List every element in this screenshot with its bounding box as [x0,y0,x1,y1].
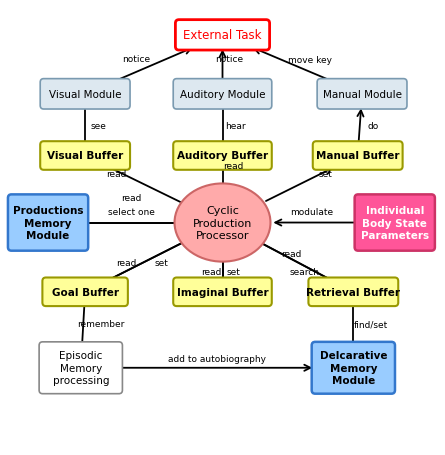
Text: notice: notice [122,56,150,64]
Text: Auditory Module: Auditory Module [180,90,265,100]
FancyBboxPatch shape [355,195,435,251]
FancyBboxPatch shape [39,342,122,394]
FancyBboxPatch shape [312,342,395,394]
Text: read: read [202,267,222,276]
Text: Visual Buffer: Visual Buffer [47,151,123,161]
Text: read: read [117,258,137,267]
Text: select one: select one [108,207,155,217]
Text: remember: remember [77,320,125,329]
Text: see: see [90,121,106,130]
FancyBboxPatch shape [173,80,272,110]
Text: External Task: External Task [183,29,262,42]
Text: Retrieval Buffer: Retrieval Buffer [306,287,400,297]
FancyBboxPatch shape [308,278,398,306]
FancyBboxPatch shape [317,80,407,110]
Text: set: set [227,267,240,276]
FancyBboxPatch shape [313,142,403,171]
Text: Goal Buffer: Goal Buffer [52,287,119,297]
Text: Individual
Body State
Parameters: Individual Body State Parameters [361,206,429,240]
Text: read: read [281,249,302,258]
Ellipse shape [174,184,271,262]
Text: Manual Buffer: Manual Buffer [316,151,400,161]
Text: Episodic
Memory
processing: Episodic Memory processing [53,351,109,385]
Text: do: do [367,121,379,130]
FancyBboxPatch shape [42,278,128,306]
Text: notice: notice [215,56,243,64]
FancyBboxPatch shape [8,195,88,251]
Text: modulate: modulate [291,207,334,217]
Text: hear: hear [225,121,246,130]
Text: find/set: find/set [354,320,388,329]
Text: Productions
Memory
Module: Productions Memory Module [13,206,83,240]
Text: Cyclic
Production
Processor: Cyclic Production Processor [193,206,252,240]
Text: move key: move key [288,56,332,65]
Text: read: read [121,194,142,203]
FancyBboxPatch shape [40,80,130,110]
Text: Imaginal Buffer: Imaginal Buffer [177,287,268,297]
Text: add to autobiography: add to autobiography [168,354,266,364]
Text: read: read [106,169,126,178]
Text: search: search [289,267,320,276]
Text: read: read [223,162,243,171]
Text: set: set [319,169,333,178]
Text: Delcarative
Memory
Module: Delcarative Memory Module [320,351,387,385]
FancyBboxPatch shape [40,142,130,171]
FancyBboxPatch shape [175,20,270,51]
Text: Visual Module: Visual Module [49,90,121,100]
FancyBboxPatch shape [173,278,272,306]
Text: Manual Module: Manual Module [323,90,401,100]
Text: set: set [154,258,169,267]
FancyBboxPatch shape [173,142,272,171]
Text: Auditory Buffer: Auditory Buffer [177,151,268,161]
